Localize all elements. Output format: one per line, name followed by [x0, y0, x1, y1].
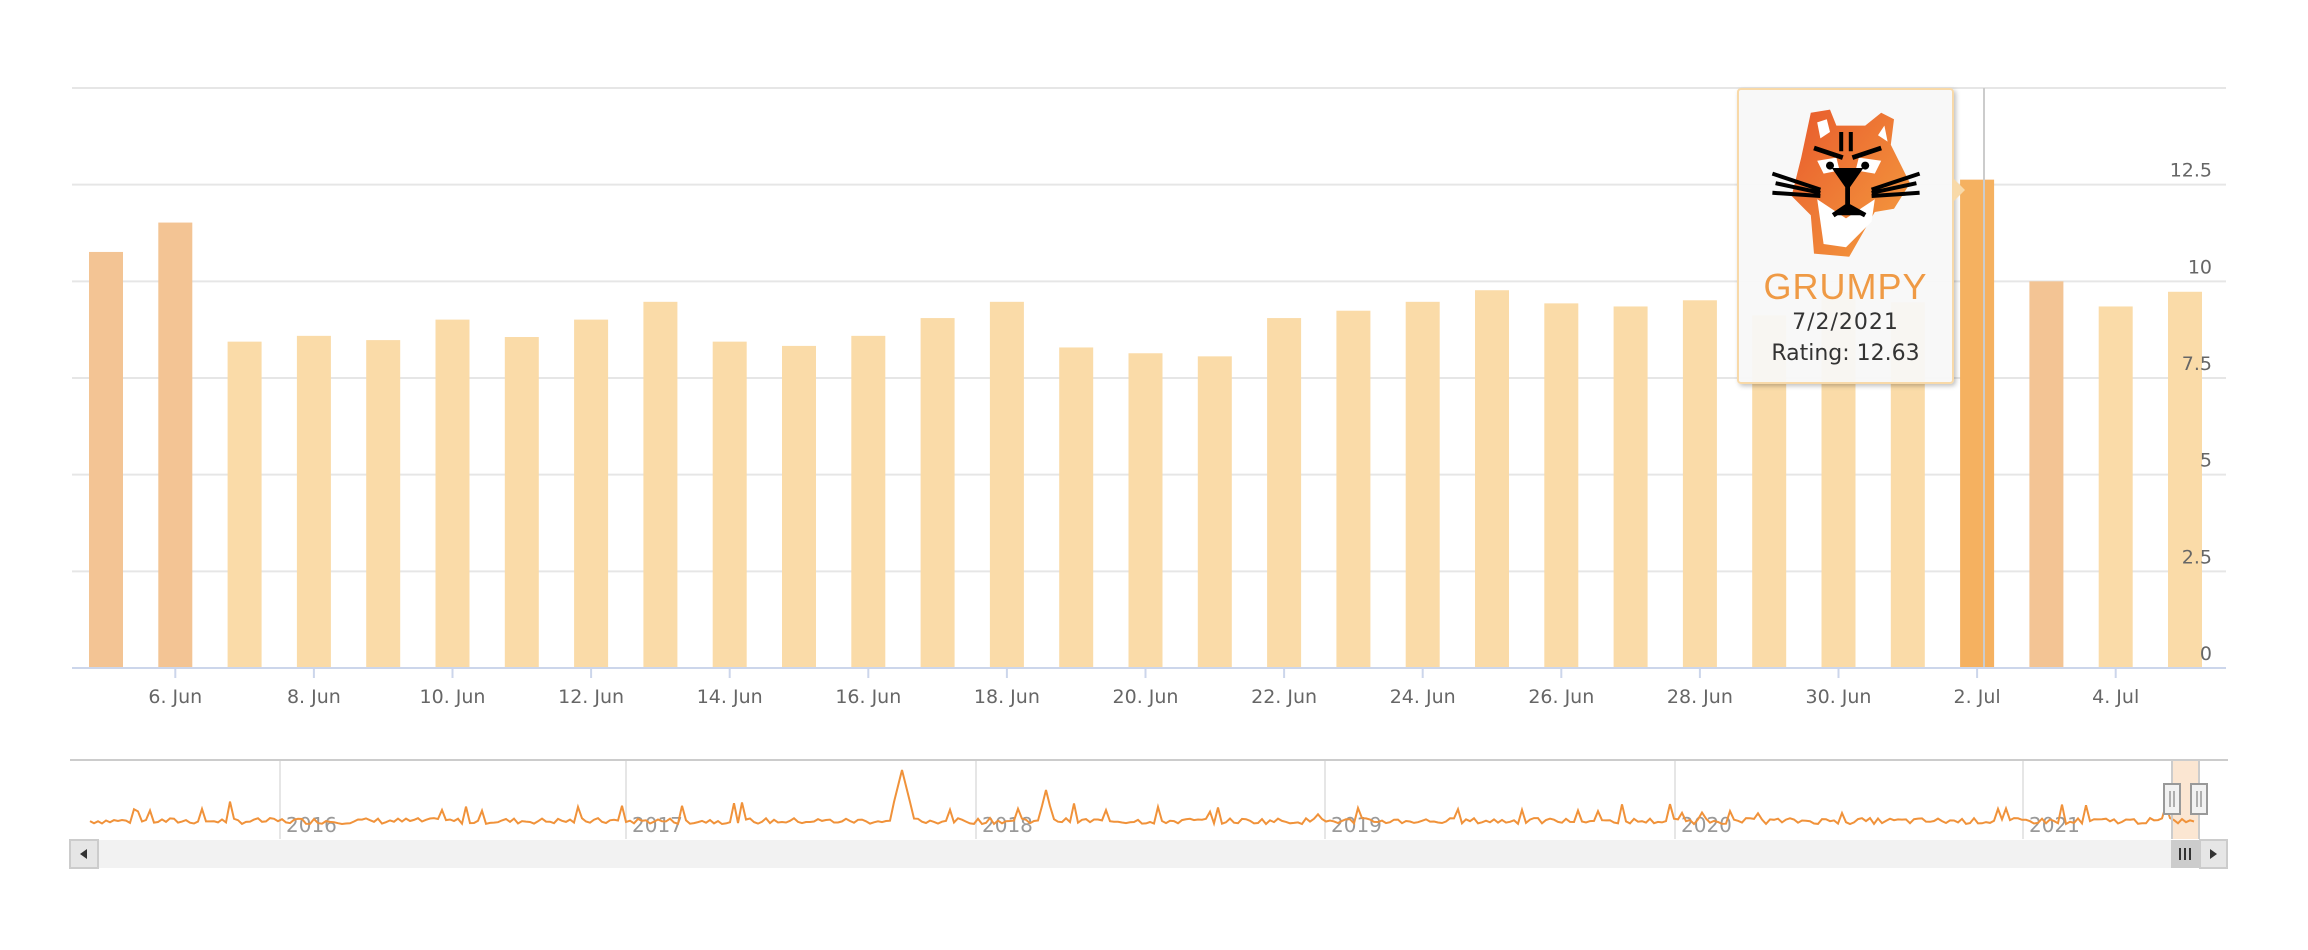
bar-27-jun[interactable]	[1613, 306, 1648, 668]
tooltip-date: 7/2/2021	[1792, 310, 1899, 335]
x-tick-label: 8. Jun	[287, 686, 341, 708]
bar-26-jun[interactable]	[1544, 303, 1579, 668]
bar-5-jul[interactable]	[2168, 291, 2202, 668]
scrollbar-track[interactable]	[70, 840, 2228, 868]
tooltip-brand: GRUMPY	[1763, 266, 1928, 307]
y-tick-label: 5	[2200, 450, 2212, 472]
y-tick-label: 2.5	[2182, 546, 2212, 568]
tooltip-rating: Rating: 12.63	[1771, 341, 1920, 366]
bar-10-jun[interactable]	[435, 319, 470, 668]
navigator-year-label: 2017	[632, 813, 683, 837]
tooltip: GRUMPY 7/2/2021 Rating: 12.63	[1737, 88, 1965, 384]
arrow-right-icon	[2210, 849, 2217, 859]
scroll-left-button[interactable]	[69, 839, 99, 869]
scrollbar[interactable]	[69, 839, 2228, 869]
y-axis-labels: 0 2.5 5 7.5 10 12.5	[2170, 160, 2212, 665]
tooltip-pointer	[1953, 178, 1965, 202]
bar-11-jun[interactable]	[504, 337, 539, 668]
bar-7-jun[interactable]	[227, 341, 262, 668]
x-tick-label: 6. Jun	[148, 686, 202, 708]
bar-16-jun[interactable]	[851, 335, 886, 668]
bar-23-jun[interactable]	[1336, 310, 1371, 668]
bar-14-jun[interactable]	[712, 341, 747, 668]
scroll-right-button[interactable]	[2199, 839, 2228, 869]
x-tick-label: 20. Jun	[1113, 686, 1179, 708]
bar-22-jun[interactable]	[1267, 318, 1302, 668]
bar-20-jun[interactable]	[1128, 353, 1163, 668]
bar-9-jun[interactable]	[366, 340, 401, 668]
bar-13-jun[interactable]	[643, 301, 678, 668]
arrow-left-icon	[80, 849, 87, 859]
x-tick-label: 14. Jun	[697, 686, 763, 708]
x-tick-label: 30. Jun	[1806, 686, 1872, 708]
navigator-year-label: 2018	[982, 813, 1033, 837]
bar-21-jun[interactable]	[1197, 356, 1232, 668]
bar-2-jul[interactable]	[1960, 179, 1995, 668]
bar-28-jun[interactable]	[1682, 300, 1717, 668]
bar-5-jun[interactable]	[89, 251, 123, 669]
x-axis-labels: 6. Jun 8. Jun 10. Jun 12. Jun 14. Jun 16. Jun…	[148, 668, 2139, 708]
x-tick-label: 26. Jun	[1528, 686, 1594, 708]
scrollbar-thumb[interactable]	[2171, 840, 2200, 868]
x-tick-label: 2. Jul	[1954, 686, 2001, 708]
navigator[interactable]: 2016 2017 2018 2019 2020 2021	[70, 759, 2228, 839]
bar-19-jun[interactable]	[1059, 347, 1094, 668]
navigator-year-label: 2020	[1681, 813, 1732, 837]
y-tick-label: 10	[2188, 256, 2212, 278]
navigator-handle-right[interactable]	[2190, 783, 2208, 815]
bars	[89, 179, 2202, 669]
navigator-year-label: 2021	[2029, 813, 2080, 837]
bar-18-jun[interactable]	[989, 301, 1024, 668]
x-tick-label: 10. Jun	[420, 686, 486, 708]
y-tick-label: 12.5	[2170, 160, 2212, 182]
x-tick-label: 4. Jul	[2092, 686, 2139, 708]
bar-8-jun[interactable]	[296, 335, 331, 668]
y-tick-label: 0	[2200, 643, 2212, 665]
x-tick-label: 22. Jun	[1251, 686, 1317, 708]
x-tick-label: 24. Jun	[1390, 686, 1456, 708]
bar-15-jun[interactable]	[782, 345, 816, 668]
x-tick-label: 18. Jun	[974, 686, 1040, 708]
y-tick-label: 7.5	[2182, 353, 2212, 375]
x-tick-label: 12. Jun	[558, 686, 624, 708]
x-tick-label: 16. Jun	[835, 686, 901, 708]
bar-3-jul[interactable]	[2029, 281, 2064, 668]
bar-25-jun[interactable]	[1475, 290, 1509, 668]
bar-12-jun[interactable]	[574, 319, 609, 668]
bar-4-jul[interactable]	[2098, 306, 2133, 668]
navigator-handle-left[interactable]	[2163, 783, 2181, 815]
navigator-year-grid: 2016 2017 2018 2019 2020 2021	[279, 761, 2080, 839]
navigator-year-label: 2016	[286, 813, 337, 837]
bar-6-jun[interactable]	[158, 222, 193, 668]
bar-17-jun[interactable]	[920, 318, 955, 668]
bar-24-jun[interactable]	[1405, 301, 1440, 668]
x-tick-label: 28. Jun	[1667, 686, 1733, 708]
navigator-series-line	[89, 769, 2195, 827]
grumpy-tiger-logo	[1771, 109, 1920, 257]
